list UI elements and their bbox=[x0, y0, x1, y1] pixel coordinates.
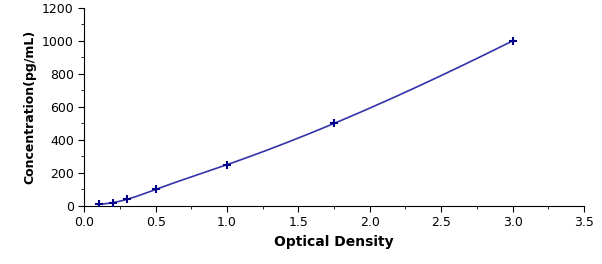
Y-axis label: Concentration(pg/mL): Concentration(pg/mL) bbox=[23, 30, 37, 184]
X-axis label: Optical Density: Optical Density bbox=[275, 235, 394, 249]
